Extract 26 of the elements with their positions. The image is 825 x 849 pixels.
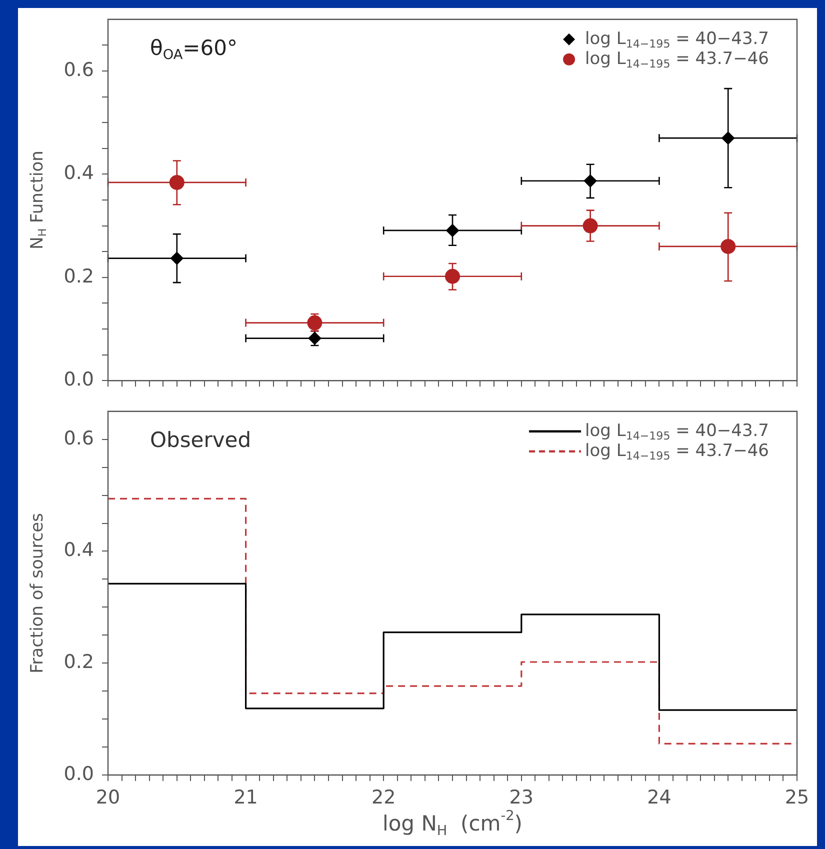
x-tick-label: 21 bbox=[234, 786, 258, 808]
y-tick-label: 0.4 bbox=[64, 162, 94, 184]
y-axis-title: Fraction of sources bbox=[27, 512, 48, 674]
y-tick-label: 0.0 bbox=[64, 762, 94, 785]
y-tick-label: 0.6 bbox=[64, 427, 94, 450]
point bbox=[584, 174, 597, 188]
point bbox=[170, 252, 184, 265]
point bbox=[720, 238, 736, 254]
y-tick-label: 0.6 bbox=[64, 58, 94, 81]
x-tick-label: 22 bbox=[372, 786, 396, 808]
y-tick-label: 0.4 bbox=[64, 539, 94, 562]
point bbox=[307, 315, 322, 330]
x-tick-label: 20 bbox=[96, 786, 120, 808]
annotation: Observed bbox=[150, 428, 252, 452]
x-tick-label: 25 bbox=[784, 786, 810, 808]
point bbox=[445, 268, 460, 284]
y-tick-label: 0.2 bbox=[64, 651, 94, 674]
point bbox=[446, 224, 459, 237]
x-tick-label: 24 bbox=[647, 786, 672, 808]
y-tick-label: 0.0 bbox=[64, 368, 94, 391]
x-tick-label: 23 bbox=[509, 786, 534, 808]
y-axis-title: NH Function bbox=[27, 150, 49, 250]
point bbox=[722, 132, 735, 145]
y-tick-label: 0.2 bbox=[64, 265, 94, 288]
point bbox=[582, 218, 598, 234]
point bbox=[169, 174, 184, 190]
